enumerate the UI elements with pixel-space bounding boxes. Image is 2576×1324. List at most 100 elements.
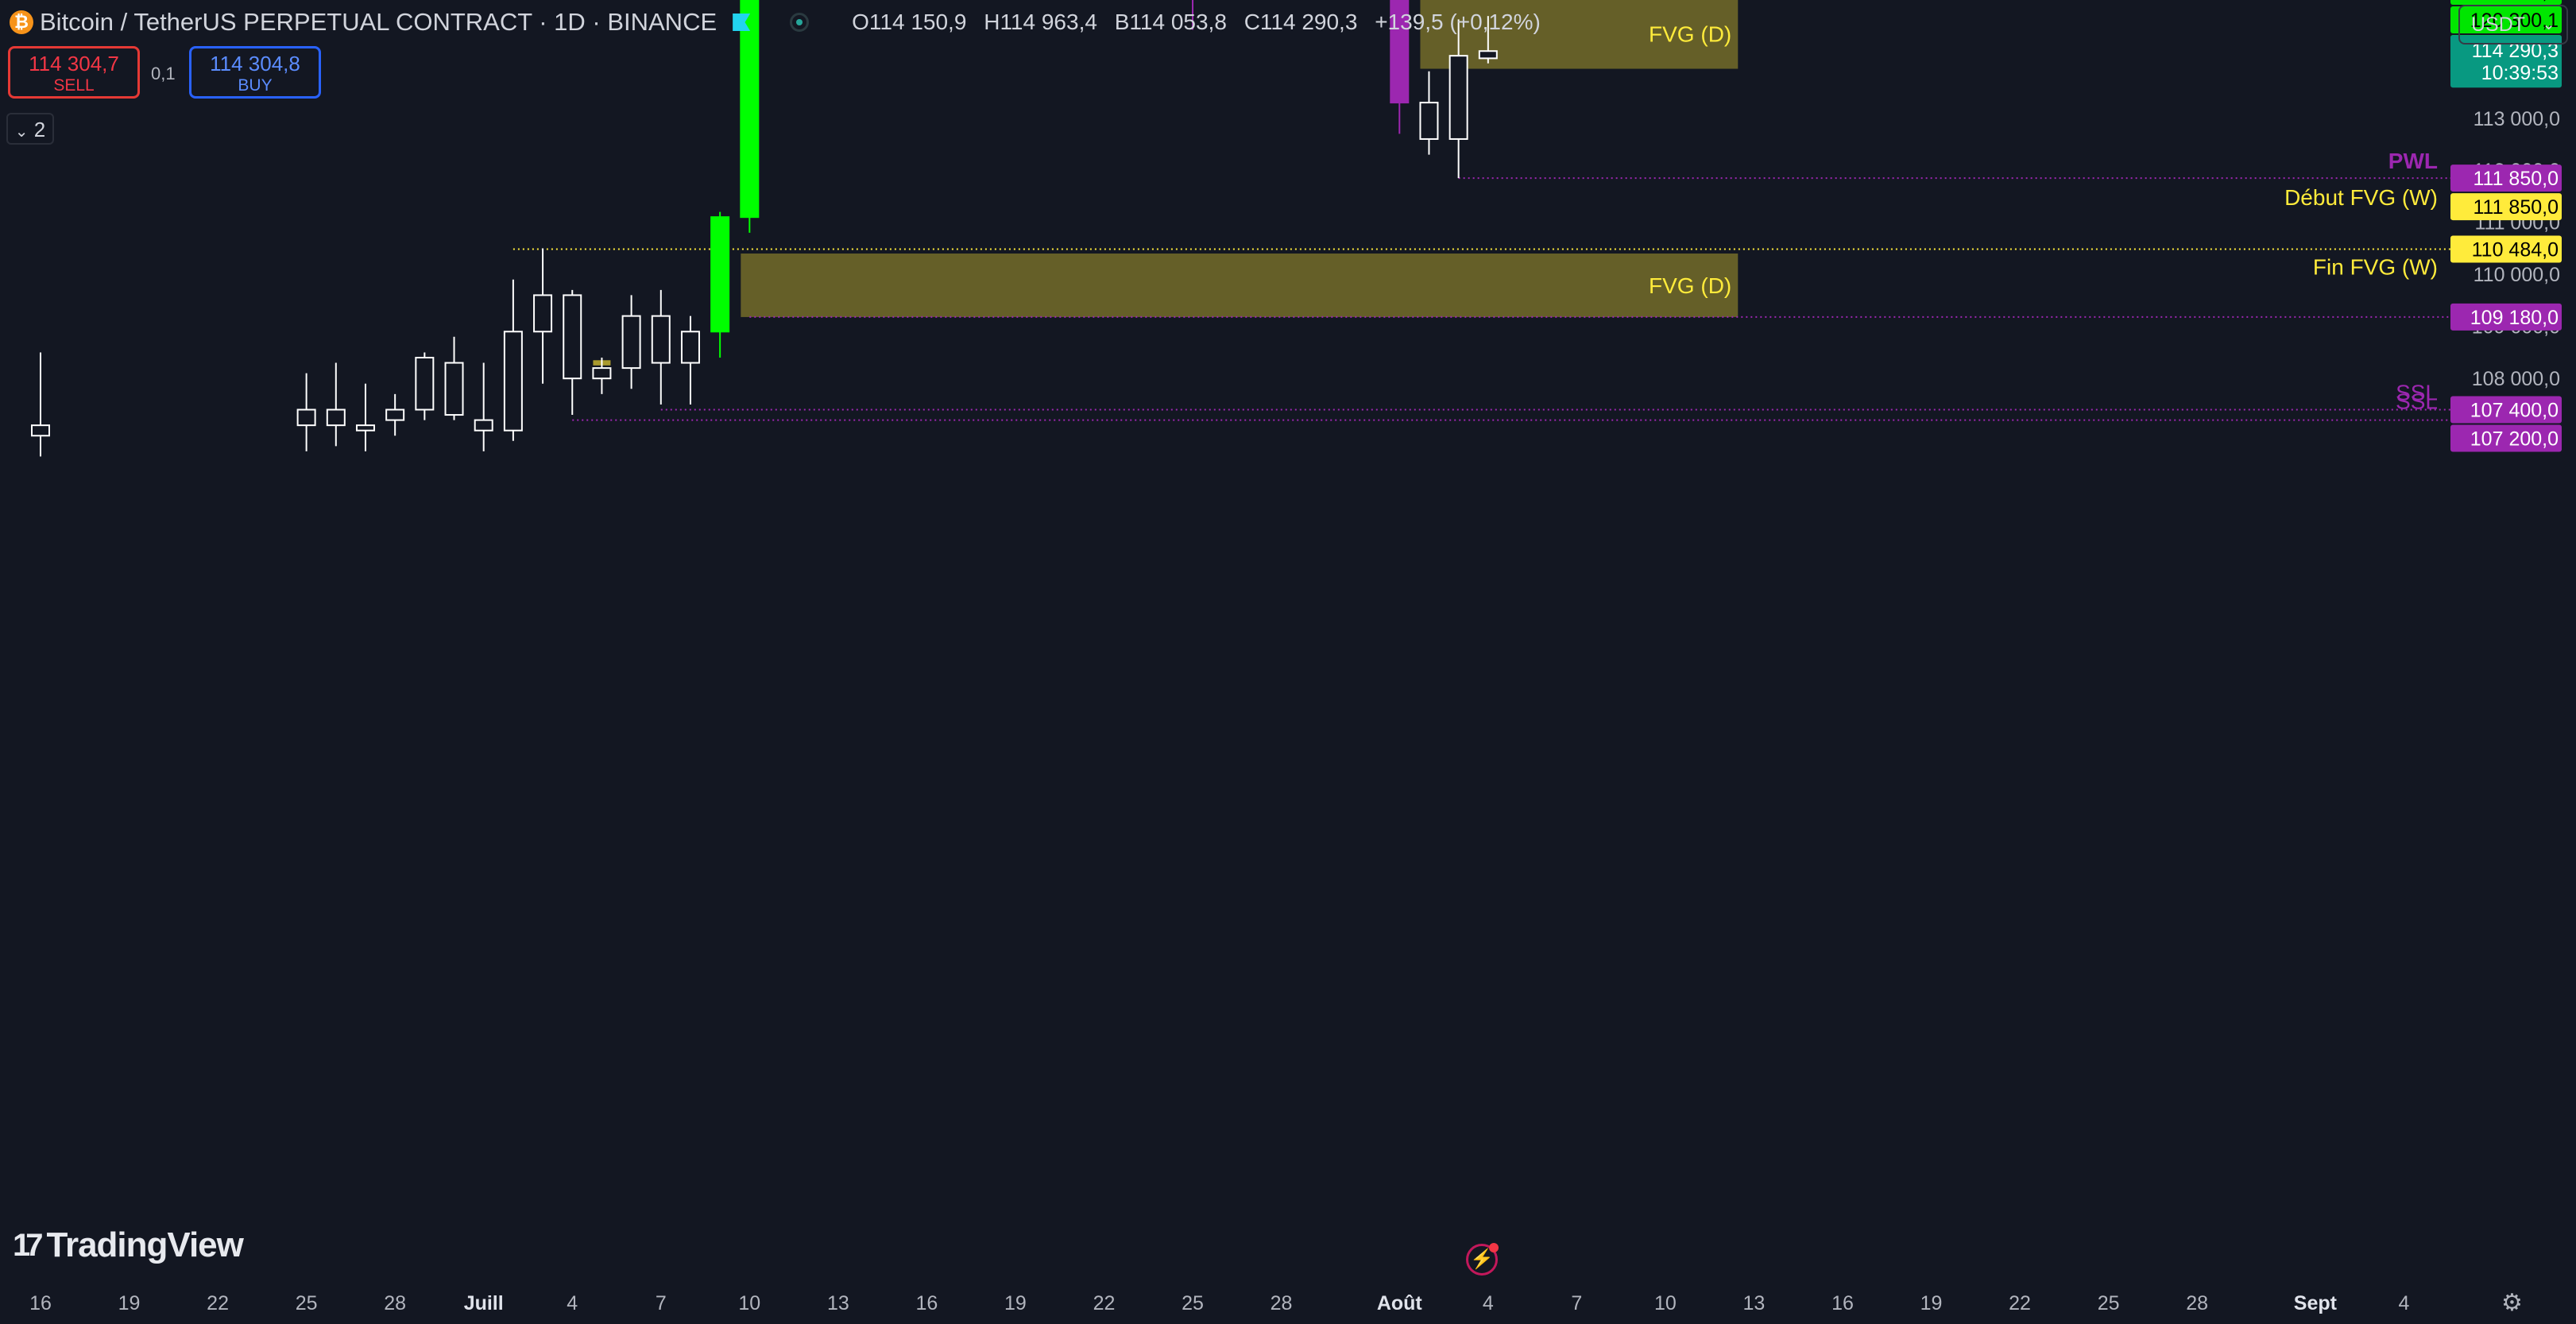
currency-select[interactable]: USDT ⌄ [2458, 5, 2568, 45]
candle-body [296, 408, 316, 427]
low-value: 114 053,8 [1129, 10, 1227, 34]
candle-body [592, 367, 612, 380]
price-badge [2450, 6, 2562, 33]
change-value: +139,5 (+0,12%) [1375, 10, 1541, 34]
candle-body [474, 419, 493, 432]
indicators-count: 2 [33, 118, 46, 141]
market-status-icon [790, 13, 810, 32]
close-value: 114 290,3 [1259, 10, 1358, 34]
flash-icon[interactable]: ⚡ [1466, 1243, 1499, 1276]
x-tick-label: 13 [1743, 1292, 1766, 1314]
x-tick-label: 7 [656, 1292, 667, 1314]
price-badge-label: 120 951,5 [2470, 0, 2559, 3]
x-tick-label: 19 [1920, 1292, 1943, 1314]
x-tick-label: 13 [827, 1292, 849, 1314]
y-tick-label: 113 000,0 [2474, 108, 2560, 130]
tradingview-logo[interactable]: 17 TradingView [13, 1225, 244, 1265]
sell-label: SELL [53, 76, 95, 95]
price-badge-label: 107 400,0 [2470, 399, 2559, 421]
buy-label: BUY [238, 76, 273, 95]
sell-button[interactable]: 114 304,7 SELL [8, 46, 140, 99]
x-tick-label: 16 [29, 1292, 52, 1314]
settings-icon[interactable]: ⚙ [2501, 1290, 2523, 1316]
candle-body [533, 294, 553, 333]
x-tick-label: 22 [1093, 1292, 1116, 1314]
chevron-down-icon: ⌄ [2542, 16, 2555, 33]
fvg-zone [741, 254, 1739, 317]
notification-dot [1489, 1243, 1499, 1252]
price-badge [2450, 0, 2562, 5]
y-tick-label: 108 000,0 [2472, 368, 2560, 390]
currency-value: USDT [2471, 14, 2526, 36]
tradingview-logo-icon: 17 [13, 1227, 43, 1263]
flag-icon[interactable] [733, 14, 751, 31]
price-badge [2450, 193, 2562, 221]
ohlc-readout: O114 150,9 H114 963,4 B114 053,8 C114 29… [841, 10, 1541, 35]
symbol-header: ₿ Bitcoin / TetherUS PERPETUAL CONTRACT … [0, 0, 1541, 45]
candle-body [355, 424, 375, 432]
candle-body [1419, 102, 1439, 140]
x-tick-label: 22 [2009, 1292, 2031, 1314]
x-tick-label: 19 [1004, 1292, 1027, 1314]
open-value: 114 150,9 [868, 10, 967, 34]
candle-body [385, 408, 405, 421]
x-tick-label: Sept [2294, 1292, 2338, 1314]
x-tick-label: 28 [384, 1292, 406, 1314]
candle-body [415, 357, 435, 411]
price-badge [2450, 303, 2562, 331]
x-tick-label: 25 [1182, 1292, 1204, 1314]
indicators-toggle[interactable]: ⌄ 2 [6, 113, 54, 145]
x-tick-label: 28 [1271, 1292, 1293, 1314]
x-tick-label: 4 [567, 1292, 578, 1314]
fvg-label: FVG (D) [1649, 21, 1731, 46]
price-badge-label: 120 300,1 [2470, 10, 2559, 32]
price-badge-label: 107 200,0 [2470, 428, 2559, 450]
level-label: Début FVG (W) [2284, 185, 2438, 210]
buy-price: 114 304,8 [210, 52, 300, 75]
candle-body [621, 315, 641, 370]
x-tick-label: 19 [118, 1292, 141, 1314]
x-tick-label: 25 [2098, 1292, 2120, 1314]
candle-body [651, 315, 671, 364]
price-axis [2455, 0, 2576, 1324]
close-label: C [1244, 10, 1260, 34]
price-badge [2450, 165, 2562, 192]
sell-price: 114 304,7 [29, 52, 119, 75]
buy-button[interactable]: 114 304,8 BUY [189, 46, 321, 99]
x-tick-label: Août [1377, 1292, 1423, 1314]
fvg-zone [1420, 0, 1739, 69]
candle-body [1449, 55, 1468, 140]
high-value: 114 963,4 [1000, 10, 1097, 34]
open-label: O [852, 10, 869, 34]
candle-body [710, 216, 730, 333]
fvg-label: FVG (D) [1649, 273, 1731, 298]
x-tick-label: 16 [915, 1292, 938, 1314]
x-tick-label: 4 [1483, 1292, 1494, 1314]
price-badge-label: 110 484,0 [2472, 239, 2559, 261]
spread-value: 0,1 [151, 64, 176, 83]
candle-body [1478, 50, 1498, 60]
low-label: B [1114, 10, 1130, 34]
level-label: Fin FVG (W) [2313, 255, 2438, 280]
price-badge [2450, 235, 2562, 263]
candle-body [444, 362, 464, 416]
current-price-badge [2450, 35, 2562, 88]
x-tick-label: Juill [464, 1292, 504, 1314]
x-tick-label: 10 [1654, 1292, 1677, 1314]
countdown-label: 10:39:53 [2481, 62, 2559, 84]
x-tick-label: 10 [738, 1292, 760, 1314]
price-badge-label: 109 180,0 [2470, 307, 2559, 329]
x-tick-label: 16 [1831, 1292, 1854, 1314]
bitcoin-coin-icon: ₿ [10, 10, 33, 34]
price-badge-label: 111 850,0 [2473, 168, 2559, 190]
candle-body [563, 294, 582, 380]
level-label: SSL [2396, 380, 2438, 405]
y-tick-label: 110 000,0 [2474, 264, 2560, 286]
x-tick-label: 4 [2398, 1292, 2409, 1314]
candle-body [503, 331, 523, 432]
symbol-title[interactable]: Bitcoin / TetherUS PERPETUAL CONTRACT · … [40, 8, 717, 36]
price-badge [2450, 396, 2562, 424]
candle-body [1390, 0, 1410, 104]
